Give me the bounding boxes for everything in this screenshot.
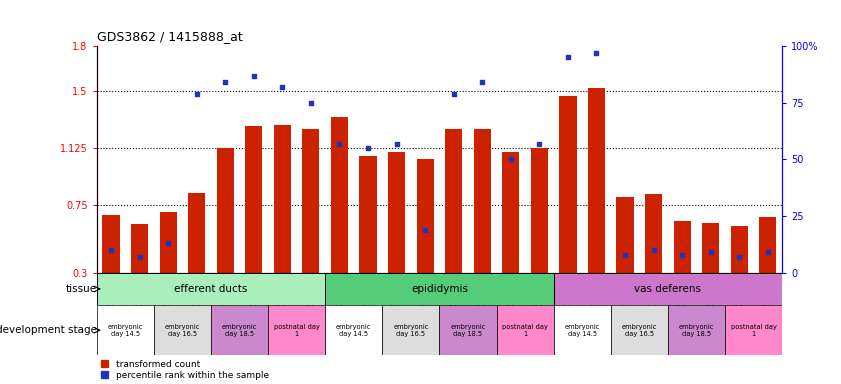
Text: embryonic
day 14.5: embryonic day 14.5: [108, 324, 143, 337]
FancyBboxPatch shape: [325, 305, 383, 355]
FancyBboxPatch shape: [211, 305, 268, 355]
Bar: [616, 197, 633, 273]
Bar: [531, 148, 548, 273]
Point: [447, 91, 460, 97]
Bar: [103, 215, 119, 273]
Point: [561, 54, 574, 60]
Bar: [559, 96, 576, 273]
Text: embryonic
day 18.5: embryonic day 18.5: [450, 324, 485, 337]
FancyBboxPatch shape: [439, 305, 496, 355]
Point: [475, 79, 489, 85]
Point: [647, 247, 660, 253]
FancyBboxPatch shape: [268, 305, 325, 355]
Point: [419, 227, 432, 233]
Point: [276, 84, 289, 90]
Bar: [302, 129, 320, 273]
Bar: [359, 156, 377, 273]
Point: [104, 247, 118, 253]
Point: [504, 156, 517, 162]
Text: embryonic
day 16.5: embryonic day 16.5: [394, 324, 429, 337]
Bar: [246, 126, 262, 273]
Text: embryonic
day 14.5: embryonic day 14.5: [336, 324, 372, 337]
Point: [219, 79, 232, 85]
Legend: transformed count, percentile rank within the sample: transformed count, percentile rank withi…: [101, 360, 269, 379]
FancyBboxPatch shape: [553, 305, 611, 355]
Text: efferent ducts: efferent ducts: [174, 284, 247, 294]
Bar: [759, 217, 776, 273]
FancyBboxPatch shape: [496, 305, 553, 355]
Bar: [274, 125, 291, 273]
Bar: [160, 212, 177, 273]
Point: [247, 73, 261, 79]
Bar: [131, 224, 148, 273]
Bar: [217, 148, 234, 273]
Bar: [416, 159, 434, 273]
Point: [618, 252, 632, 258]
FancyBboxPatch shape: [383, 305, 439, 355]
Point: [333, 141, 346, 147]
Text: postnatal day
1: postnatal day 1: [273, 324, 320, 337]
Text: postnatal day
1: postnatal day 1: [731, 324, 776, 337]
Point: [133, 254, 146, 260]
Point: [704, 249, 717, 255]
Point: [161, 240, 175, 246]
Text: development stage: development stage: [0, 325, 97, 335]
Bar: [473, 129, 491, 273]
Bar: [331, 117, 348, 273]
Text: embryonic
day 16.5: embryonic day 16.5: [165, 324, 200, 337]
Point: [733, 254, 746, 260]
Bar: [388, 152, 405, 273]
Point: [532, 141, 546, 147]
Bar: [645, 194, 662, 273]
Bar: [588, 88, 605, 273]
FancyBboxPatch shape: [97, 273, 325, 305]
Bar: [445, 129, 463, 273]
Text: embryonic
day 16.5: embryonic day 16.5: [621, 324, 657, 337]
Bar: [702, 223, 719, 273]
Point: [190, 91, 204, 97]
Text: embryonic
day 18.5: embryonic day 18.5: [679, 324, 714, 337]
Point: [590, 50, 603, 56]
Point: [761, 249, 775, 255]
Text: embryonic
day 18.5: embryonic day 18.5: [222, 324, 257, 337]
Bar: [502, 152, 520, 273]
Bar: [674, 221, 690, 273]
Point: [390, 141, 404, 147]
FancyBboxPatch shape: [325, 273, 553, 305]
FancyBboxPatch shape: [611, 305, 668, 355]
Text: postnatal day
1: postnatal day 1: [502, 324, 548, 337]
Text: embryonic
day 14.5: embryonic day 14.5: [564, 324, 600, 337]
Text: tissue: tissue: [66, 284, 97, 294]
Point: [675, 252, 689, 258]
FancyBboxPatch shape: [154, 305, 211, 355]
Point: [362, 145, 375, 151]
Point: [304, 99, 318, 106]
FancyBboxPatch shape: [725, 305, 782, 355]
FancyBboxPatch shape: [553, 273, 782, 305]
FancyBboxPatch shape: [668, 305, 725, 355]
Text: GDS3862 / 1415888_at: GDS3862 / 1415888_at: [97, 30, 242, 43]
Bar: [188, 193, 205, 273]
Bar: [731, 226, 748, 273]
Text: epididymis: epididymis: [411, 284, 468, 294]
FancyBboxPatch shape: [97, 305, 154, 355]
Text: vas deferens: vas deferens: [634, 284, 701, 294]
